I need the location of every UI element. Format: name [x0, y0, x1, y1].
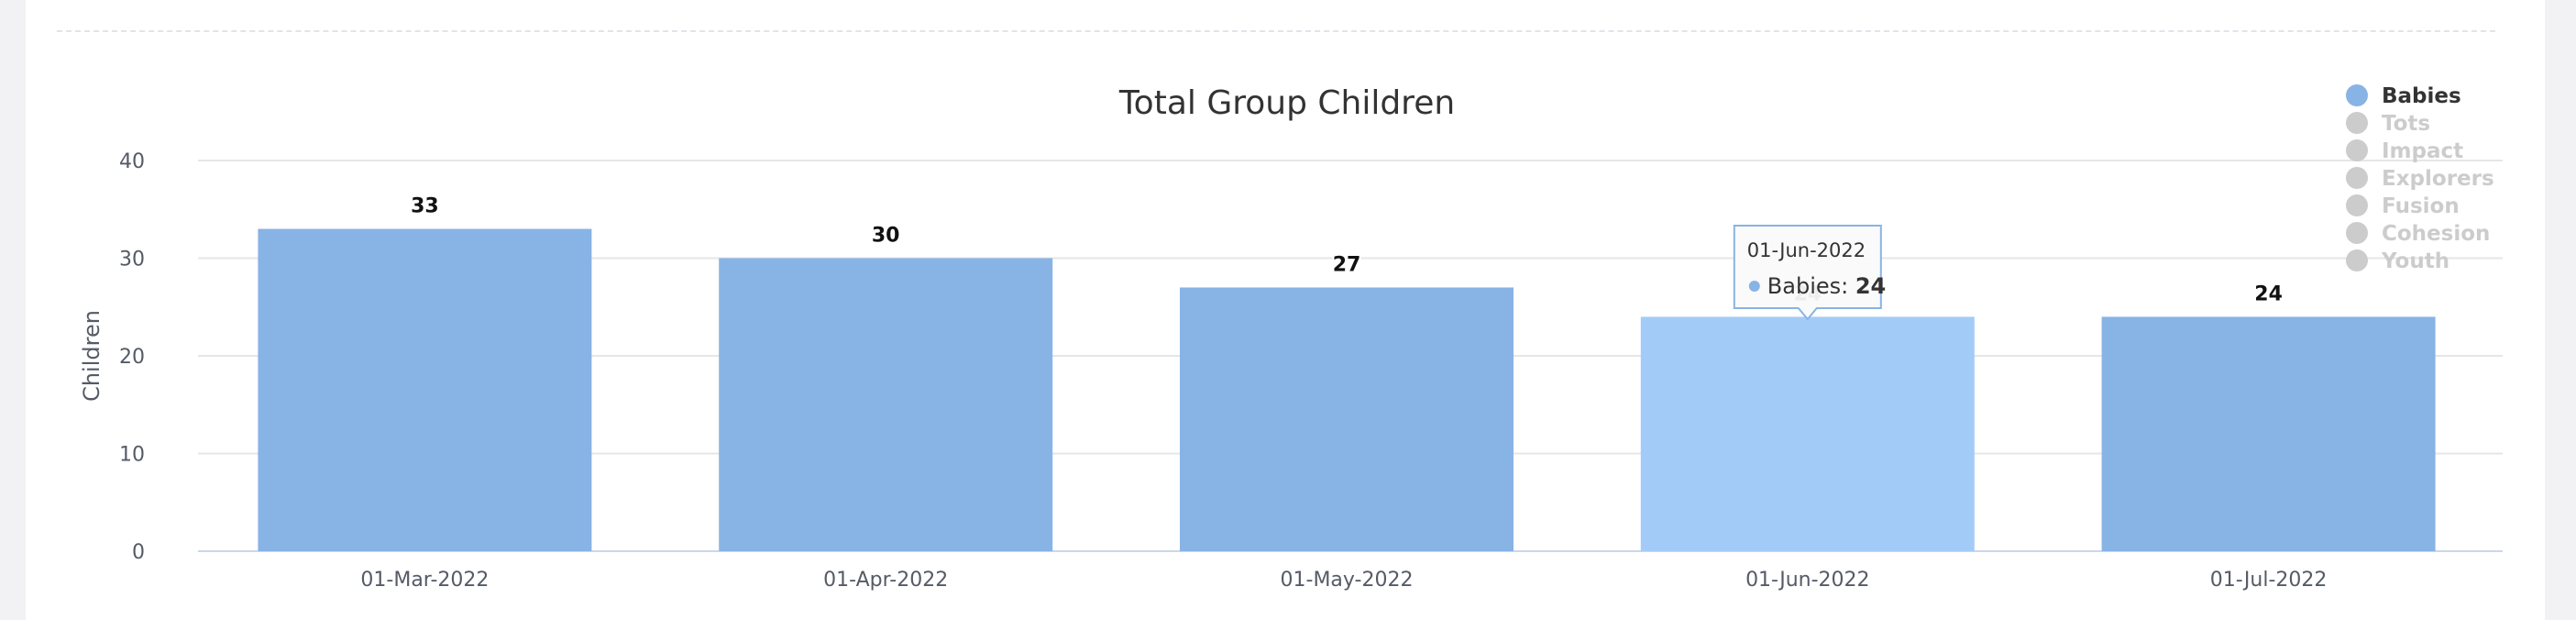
legend-marker — [2346, 222, 2368, 244]
legend-label: Babies — [2382, 84, 2461, 108]
x-axis-ticks: 01-Mar-2022 01-Apr-2022 01-May-2022 01-Jun-… — [360, 569, 2327, 592]
bar-chart: Total Group Children Children 010203040 … — [79, 84, 2503, 592]
data-label: 24 — [2254, 282, 2283, 305]
data-label: 33 — [411, 195, 439, 218]
y-axis-title: Children — [79, 310, 105, 402]
legend-label: Fusion — [2382, 194, 2460, 218]
tooltip-series-name: Babies: — [1767, 273, 1855, 299]
legend-marker — [2346, 112, 2368, 134]
legend-item[interactable]: Tots — [2346, 112, 2430, 136]
legend-label: Impact — [2382, 139, 2463, 163]
bar[interactable] — [1180, 287, 1514, 551]
legend-marker — [2346, 139, 2368, 161]
legend: Babies Tots Impact Explorers Fusion Cohesion Y… — [2346, 84, 2494, 273]
legend-label: Youth — [2381, 249, 2449, 273]
data-label: 30 — [872, 225, 900, 248]
legend-marker — [2346, 194, 2368, 216]
tooltip: 01-Jun-2022 Babies: 24 — [1733, 225, 1886, 321]
data-label: 27 — [1333, 253, 1361, 276]
y-tick-label: 30 — [119, 249, 145, 271]
tooltip-series-value: 24 — [1855, 273, 1886, 299]
chart-title: Total Group Children — [1118, 84, 1455, 122]
legend-label: Tots — [2382, 112, 2430, 136]
legend-marker — [2346, 84, 2368, 106]
tooltip-title: 01-Jun-2022 — [1747, 239, 1866, 261]
bar[interactable] — [719, 258, 1053, 552]
tooltip-marker — [1748, 281, 1760, 292]
legend-label: Cohesion — [2382, 222, 2490, 246]
x-tick-label: 01-Apr-2022 — [823, 569, 948, 592]
bars — [258, 228, 2436, 552]
legend-label: Explorers — [2382, 167, 2494, 191]
legend-item[interactable]: Impact — [2346, 139, 2463, 163]
legend-marker — [2346, 167, 2368, 189]
legend-item[interactable]: Cohesion — [2346, 222, 2490, 246]
legend-item[interactable]: Fusion — [2346, 194, 2460, 218]
legend-item[interactable]: Youth — [2346, 249, 2449, 273]
y-tick-label: 40 — [119, 150, 145, 173]
section-divider — [57, 30, 2495, 32]
x-tick-label: 01-Mar-2022 — [360, 569, 489, 592]
chart-card: Total Group Children Children 0 10 20 30 40 … — [26, 0, 2545, 620]
x-tick-label: 01-Jun-2022 — [1745, 569, 1869, 592]
legend-marker — [2346, 249, 2368, 271]
y-tick-label: 10 — [119, 444, 145, 467]
x-tick-label: 01-Jul-2022 — [2210, 569, 2328, 592]
tooltip-value: Babies: 24 — [1767, 273, 1886, 299]
tooltip-box — [1733, 225, 1882, 321]
y-axis-ticks: 0 10 20 30 40 — [119, 150, 145, 564]
bar[interactable] — [2101, 316, 2436, 551]
y-tick-label: 0 — [132, 541, 145, 564]
legend-item[interactable]: Explorers — [2346, 167, 2494, 191]
y-tick-label: 20 — [119, 346, 145, 369]
legend-item[interactable]: Babies — [2346, 84, 2461, 108]
bar[interactable] — [258, 228, 592, 552]
bar[interactable] — [1640, 316, 1975, 551]
x-tick-label: 01-May-2022 — [1281, 569, 1414, 592]
